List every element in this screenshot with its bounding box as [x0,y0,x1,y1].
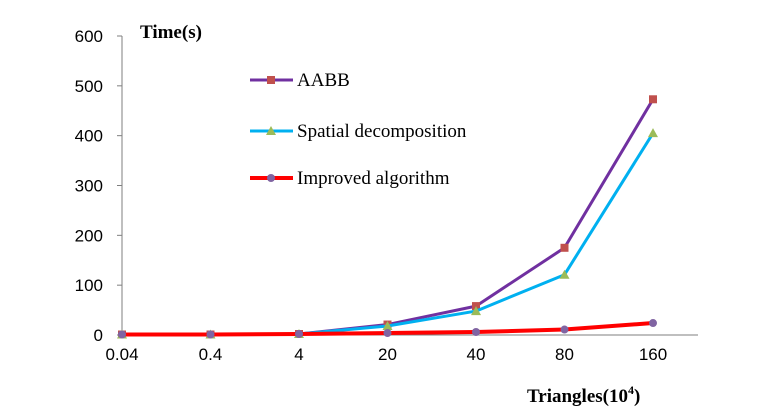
x-tick-label: 20 [378,345,397,364]
data-point [560,243,569,252]
x-axis-title-exponent: 4 [628,383,634,397]
y-tick-label: 500 [75,77,103,96]
x-axis-title: Triangles(104) [527,383,640,407]
legend-item: AABB [250,70,350,91]
y-axis-title: Time(s) [140,22,202,43]
x-tick-label: 80 [555,345,574,364]
y-tick-label: 100 [75,276,103,295]
x-axis-title-close: ) [634,386,640,407]
y-tick-label: 400 [75,127,103,146]
legend-marker [267,76,275,84]
legend-label: AABB [297,70,350,91]
x-axis-title-main: Triangles(10 [527,386,628,407]
y-tick-label: 300 [75,177,103,196]
series-spatial-decomposition [117,128,658,339]
series-improved-algorithm [118,319,657,339]
x-tick-label: 0.04 [105,345,138,364]
data-point [295,330,303,339]
data-point [382,321,393,331]
data-point [206,330,215,339]
x-tick-label: 4 [294,345,303,364]
data-point [383,329,392,338]
data-point [649,95,657,104]
x-tick-label: 0.4 [199,345,223,364]
legend-item: Spatial decomposition [250,121,467,142]
data-point [649,319,657,328]
x-tick-label: 160 [639,345,667,364]
legend-marker [267,174,275,182]
series-layer [117,95,658,339]
data-point [471,306,481,316]
legend-item: Improved algorithm [250,168,450,189]
legend: AABB Spatial decomposition Improved algori… [250,70,467,189]
legend-marker [266,126,276,135]
data-point [472,328,480,337]
y-tick-label: 600 [75,27,103,46]
y-tick-label: 200 [75,226,103,245]
data-point [560,325,569,334]
data-point [559,269,570,279]
chart-axes: 0 100 200 300 400 500 600 0.04 0.4 4 20 40 80 160 [75,27,698,364]
y-tick-label: 0 [94,326,103,345]
data-point [648,128,658,138]
x-tick-label: 40 [467,345,486,364]
legend-label: Improved algorithm [297,168,450,189]
legend-label: Spatial decomposition [297,121,467,142]
data-point [118,330,126,339]
